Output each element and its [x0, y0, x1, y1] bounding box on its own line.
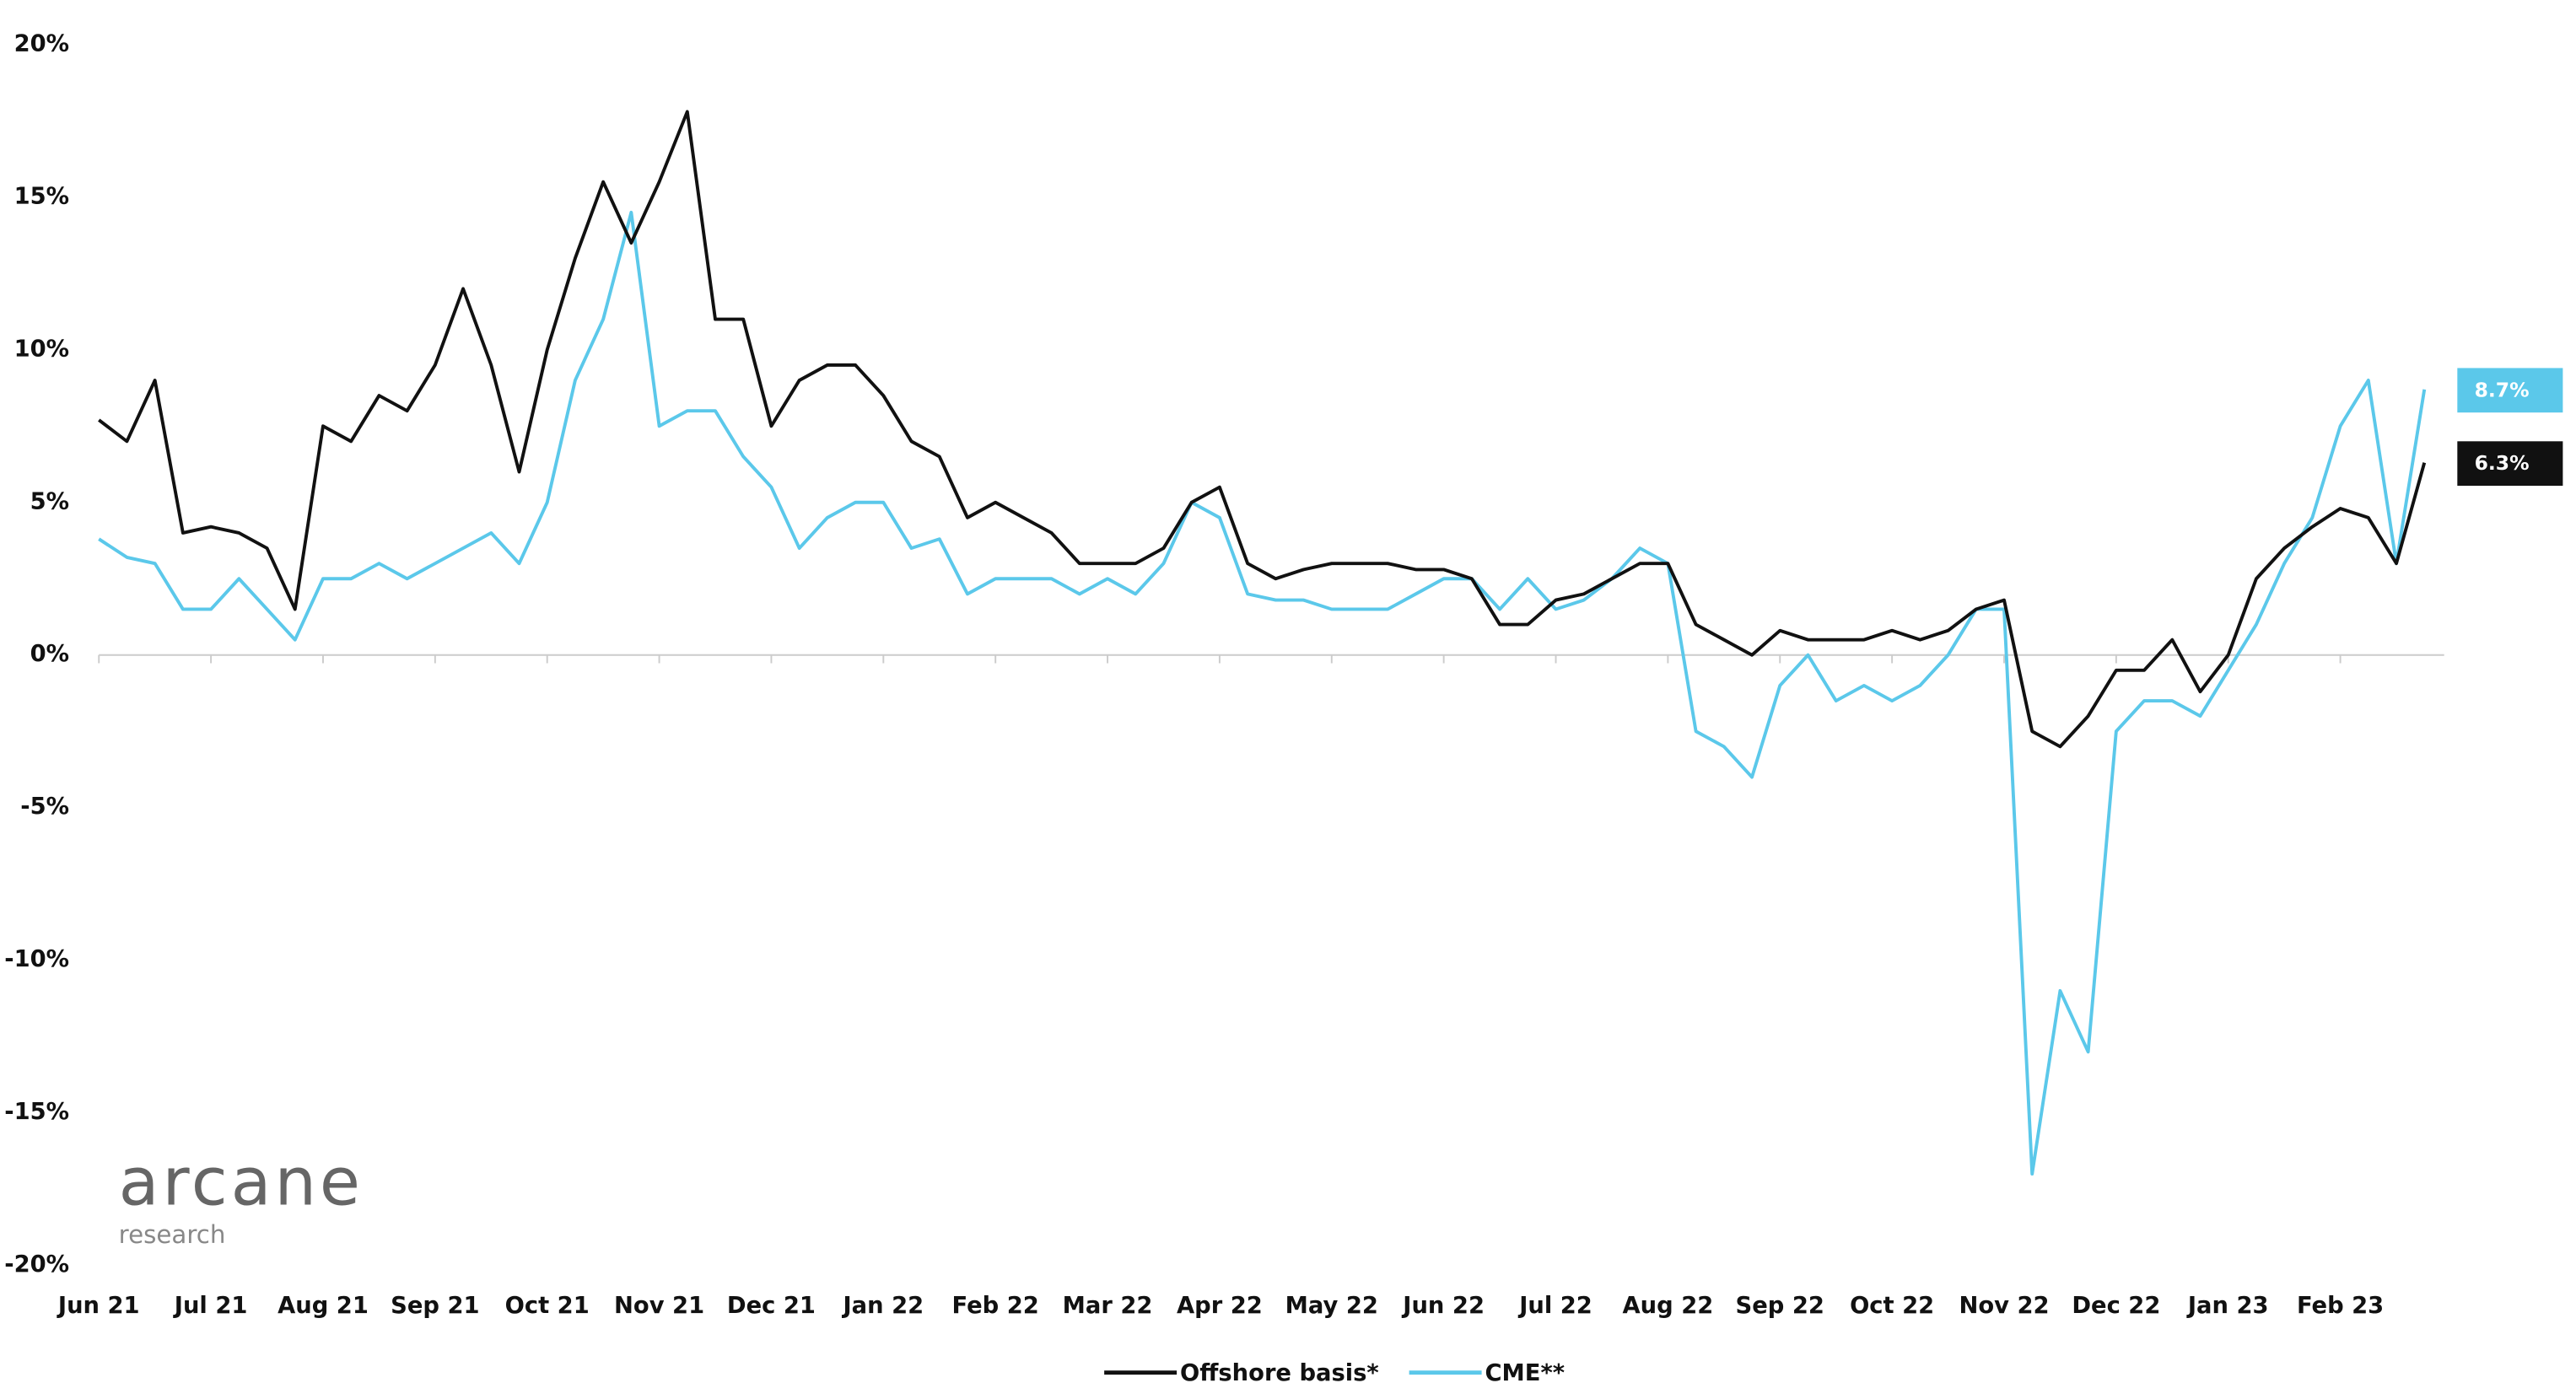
x-tick-label: May 22: [1285, 1293, 1378, 1319]
x-tick-label: Apr 22: [1177, 1293, 1263, 1319]
x-tick-label: Aug 21: [278, 1293, 369, 1319]
x-tick-label: Aug 22: [1622, 1293, 1713, 1319]
x-tick-label: Jun 21: [57, 1293, 140, 1319]
value-label-box: [2457, 441, 2563, 487]
x-tick-label: Jun 22: [1401, 1293, 1485, 1319]
y-tick-label: 10%: [14, 336, 69, 362]
y-tick-label: -15%: [4, 1099, 69, 1125]
legend-label: Offshore basis*: [1180, 1360, 1379, 1386]
legend-label: CME**: [1485, 1360, 1565, 1386]
y-tick-label: -20%: [4, 1251, 69, 1278]
x-tick-label: Dec 22: [2072, 1293, 2160, 1319]
x-tick-label: Feb 22: [952, 1293, 1039, 1319]
y-tick-label: -5%: [20, 794, 69, 820]
x-tick-label: Feb 23: [2297, 1293, 2384, 1319]
value-label: 6.3%: [2475, 451, 2530, 475]
x-tick-label: Oct 22: [1850, 1293, 1934, 1319]
logo-subtitle: research: [119, 1220, 226, 1249]
x-tick-label: Sep 22: [1736, 1293, 1824, 1319]
y-tick-label: 15%: [14, 183, 69, 209]
x-tick-label: Jul 22: [1517, 1293, 1592, 1319]
x-tick-label: Nov 22: [1959, 1293, 2049, 1319]
y-tick-label: -10%: [4, 946, 69, 972]
x-tick-label: Jan 23: [2186, 1293, 2269, 1319]
logo: arcane: [119, 1143, 364, 1220]
x-tick-label: Oct 21: [505, 1293, 590, 1319]
value-label: 8.7%: [2475, 378, 2530, 401]
y-tick-label: 0%: [30, 641, 69, 667]
x-tick-label: Dec 21: [727, 1293, 816, 1319]
x-tick-label: Sep 21: [391, 1293, 479, 1319]
x-tick-label: Jul 21: [173, 1293, 248, 1319]
y-tick-label: 5%: [30, 488, 69, 514]
x-tick-label: Mar 22: [1063, 1293, 1153, 1319]
series-line: [98, 210, 2427, 1176]
series-line: [98, 110, 2427, 749]
y-tick-label: 20%: [14, 30, 69, 56]
x-tick-label: Nov 21: [614, 1293, 704, 1319]
value-label-box: [2457, 368, 2563, 413]
x-tick-label: Jan 22: [841, 1293, 924, 1319]
